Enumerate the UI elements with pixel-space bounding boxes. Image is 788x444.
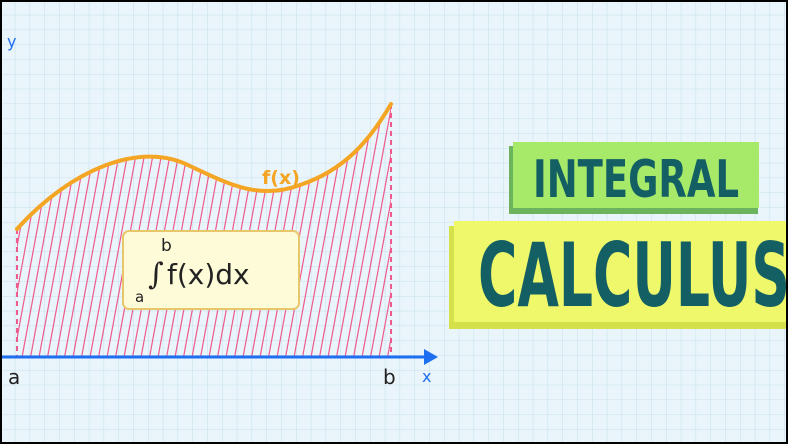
hatch-line [352,104,391,356]
formula-expression: f(x)dx [167,258,250,291]
integral-sign: ∫ [148,257,164,292]
arrow-right-icon [424,349,438,365]
function-curve [15,102,393,231]
formula-upper-limit: b [161,236,172,256]
y-axis-label: y [7,32,16,51]
x-axis-label: x [422,367,431,386]
headline-integral-background [513,142,759,208]
lower-limit-label: a [8,365,20,389]
headline-integral-text: INTEGRAL [533,150,739,210]
headline-integral: INTEGRAL [509,142,759,214]
hatch-line [377,104,391,356]
curve-label: f(x) [262,167,300,189]
hatch-line [369,104,391,356]
upper-limit-label: b [383,365,396,389]
hatch-line [343,104,391,356]
formula-lower-limit: a [135,288,144,306]
headline-calculus-text: CALCULUS [478,224,788,327]
hatch-line [360,104,391,356]
formula-box-background [122,230,300,310]
formula-box: b ∫ a f(x)dx [122,230,300,310]
headline-calculus-background [454,221,788,322]
hatch-line [335,104,387,356]
headline-calculus: CALCULUS [449,221,788,329]
